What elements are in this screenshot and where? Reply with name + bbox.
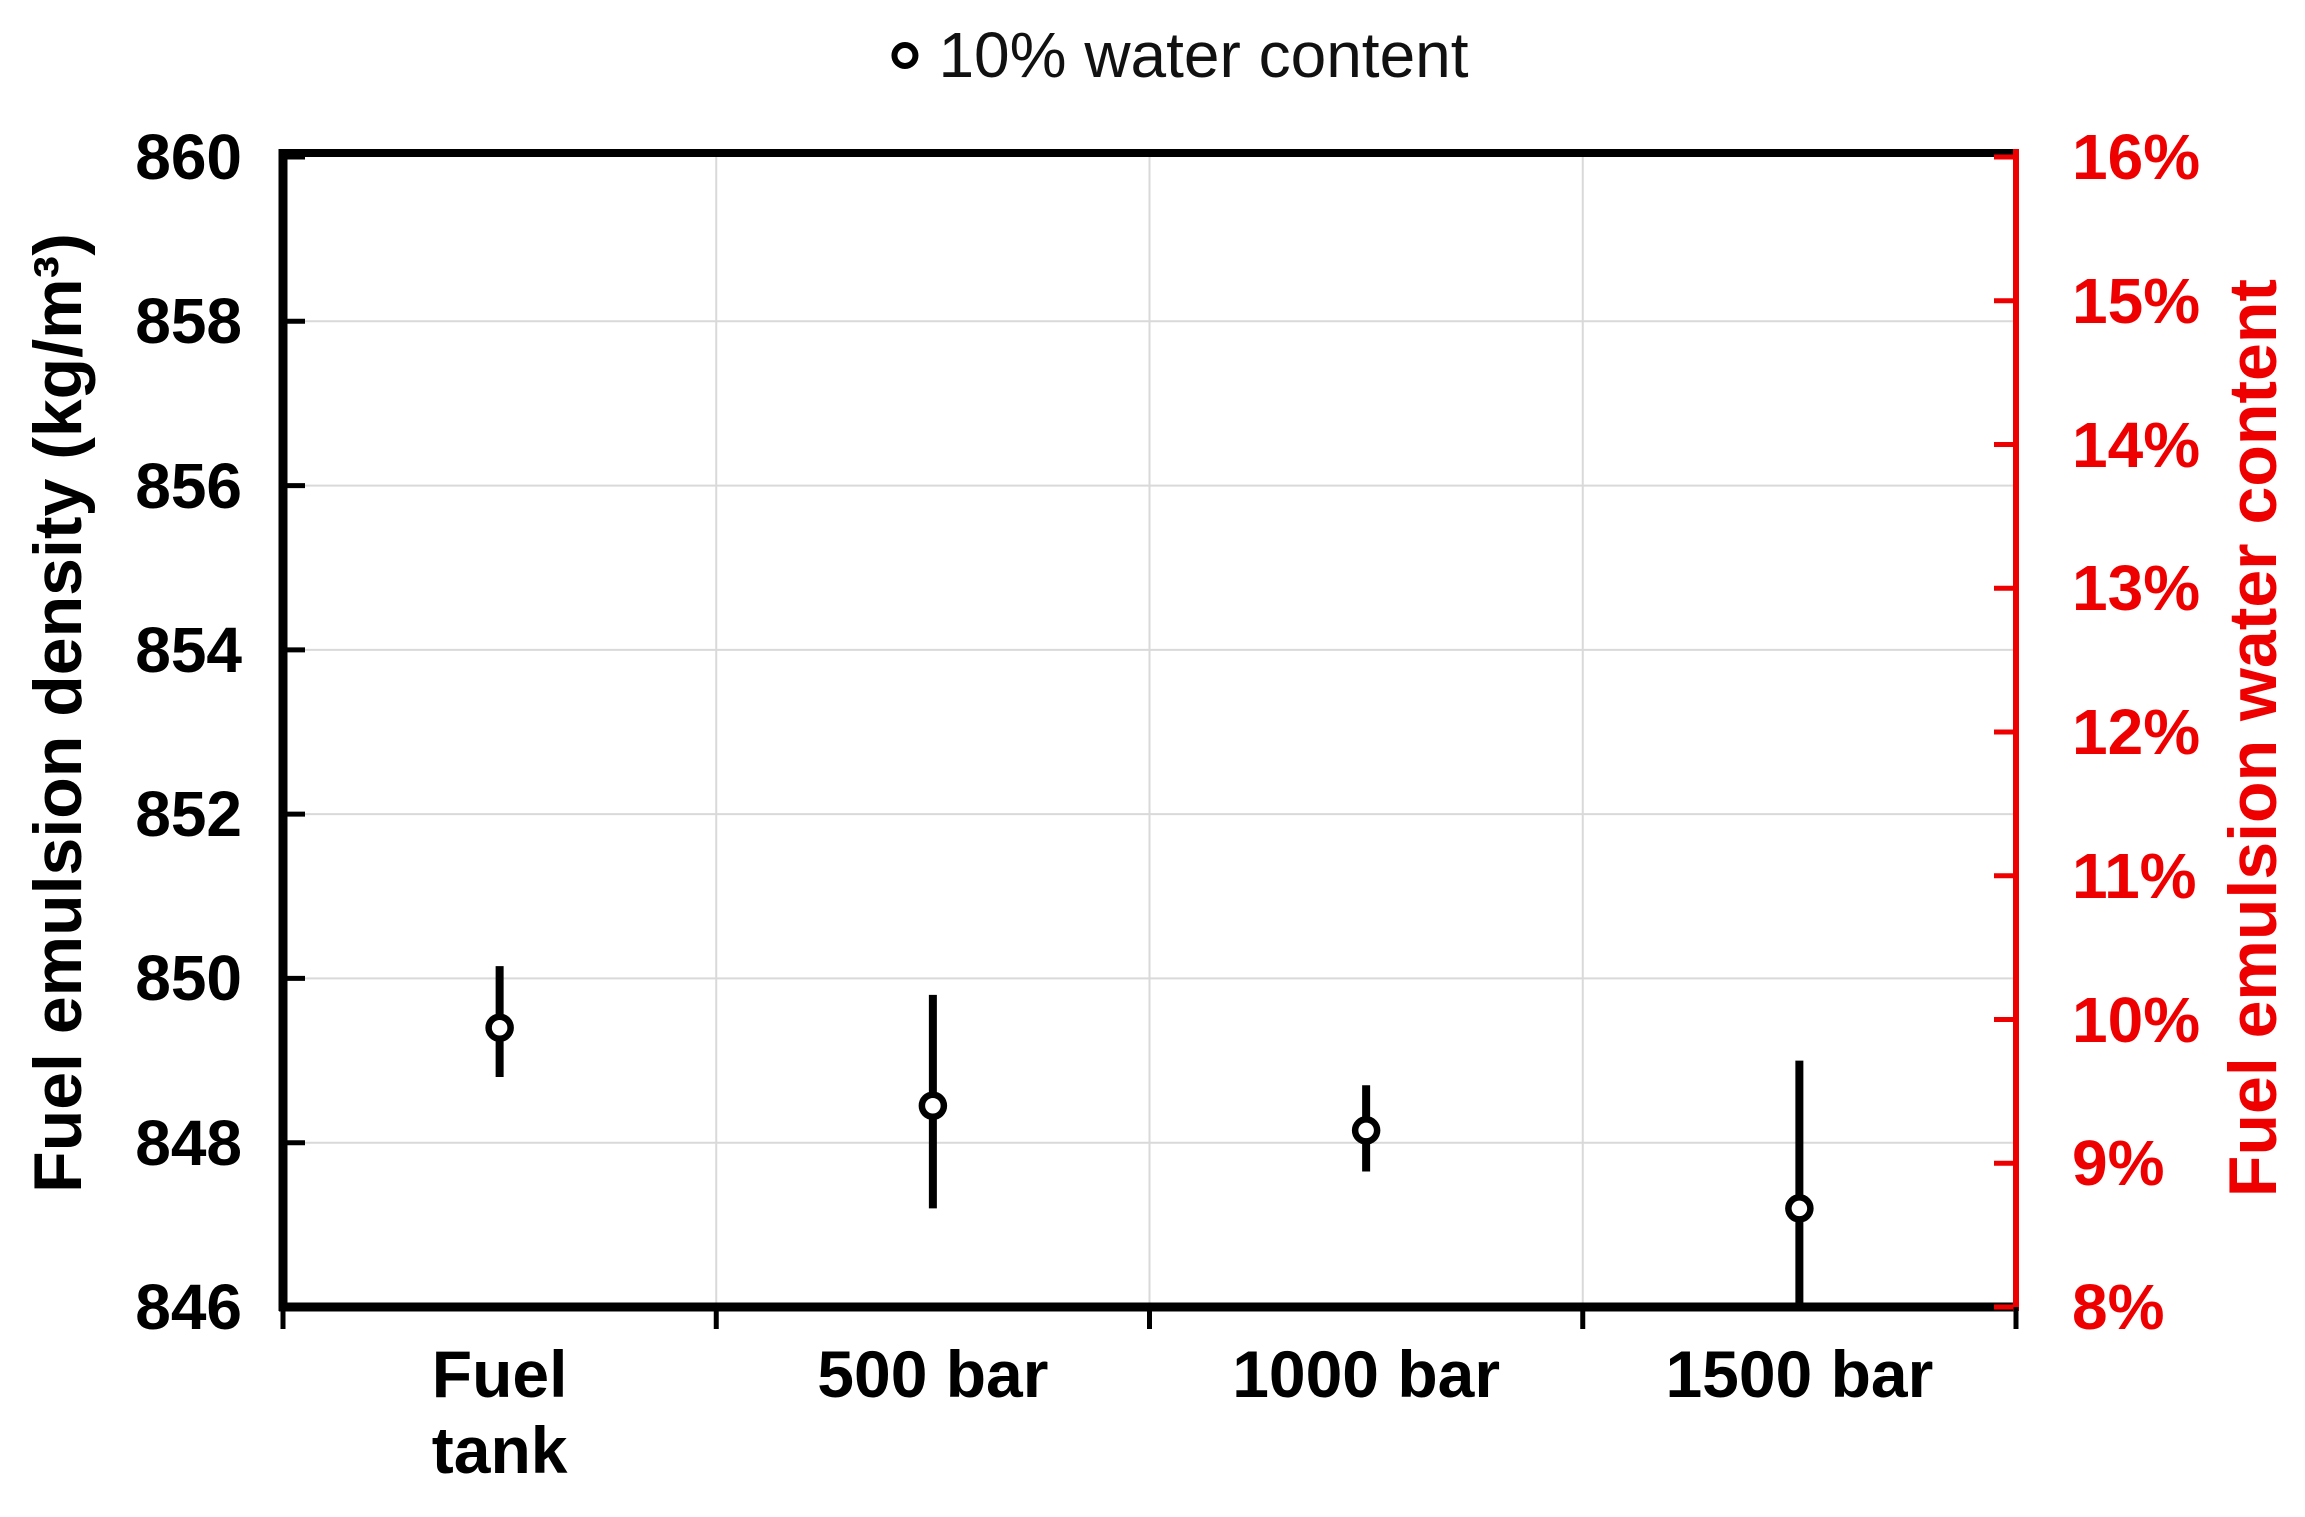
right-axis-title: Fuel emulsion water content bbox=[2215, 278, 2291, 1198]
right-tick-label: 14% bbox=[2072, 408, 2201, 481]
right-tick-label: 15% bbox=[2072, 264, 2201, 337]
right-tick-label: 10% bbox=[2072, 983, 2201, 1056]
left-tick-label: 850 bbox=[135, 942, 242, 1015]
category-label: 1500 bar bbox=[1665, 1337, 1934, 1411]
legend-open-circle-icon bbox=[891, 41, 919, 69]
left-tick-label: 852 bbox=[135, 778, 242, 851]
right-tick-label: 13% bbox=[2072, 552, 2201, 625]
left-tick-label: 848 bbox=[135, 1106, 242, 1179]
data-point-marker bbox=[918, 1091, 948, 1120]
data-point-marker bbox=[485, 1013, 514, 1042]
data-point-marker bbox=[1785, 1194, 1814, 1223]
legend-label: 10% water content bbox=[938, 19, 1469, 91]
left-tick-label: 856 bbox=[135, 449, 242, 522]
category-label: 500 bar bbox=[817, 1337, 1049, 1411]
left-axis-title: Fuel emulsion density (kg/m³) bbox=[20, 233, 96, 1193]
left-tick-label: 854 bbox=[135, 613, 242, 686]
right-tick-label: 12% bbox=[2072, 696, 2201, 768]
data-point-marker bbox=[1351, 1116, 1381, 1145]
right-tick-label: 8% bbox=[2072, 1271, 2165, 1343]
category-label: Fuel tank bbox=[431, 1337, 568, 1487]
right-tick-label: 9% bbox=[2072, 1127, 2165, 1200]
left-tick-label: 860 bbox=[135, 121, 242, 193]
right-tick-label: 16% bbox=[2072, 121, 2201, 193]
category-label: 1000 bar bbox=[1232, 1337, 1501, 1411]
left-tick-label: 858 bbox=[135, 285, 242, 358]
right-tick-label: 11% bbox=[2072, 839, 2197, 912]
legend: 10% water content bbox=[891, 18, 1469, 92]
left-tick-label: 846 bbox=[135, 1271, 242, 1343]
